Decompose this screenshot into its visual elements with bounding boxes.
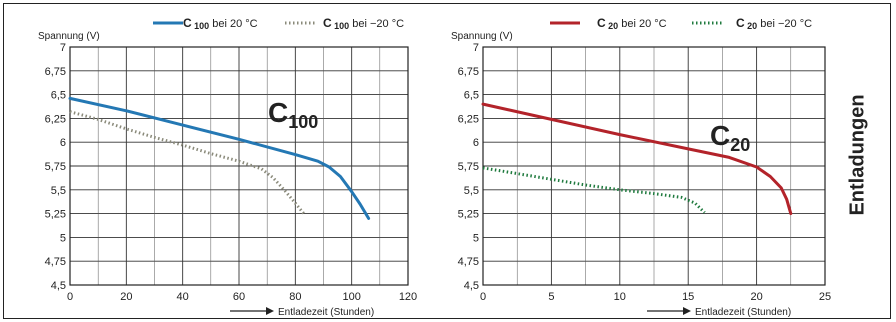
y-tick-label: 5,5: [464, 185, 479, 197]
x-tick-label: 25: [819, 291, 831, 303]
plot-area: [69, 46, 409, 286]
side-title-text: Entladungen: [846, 94, 868, 215]
y-tick-label: 5,25: [458, 209, 479, 221]
plot-area: [482, 46, 826, 286]
figure-frame: [3, 3, 891, 319]
x-tick-label: 40: [177, 291, 189, 303]
y-tick-label: 6,5: [51, 90, 66, 102]
x-tick-label: 20: [120, 291, 132, 303]
x-axis-label: Entladezeit (Stunden): [695, 307, 791, 318]
y-tick-label: 4,5: [464, 280, 479, 292]
x-tick-label: 0: [67, 291, 73, 303]
x-tick-label: 60: [233, 291, 245, 303]
y-tick-label: 5,75: [45, 161, 66, 173]
y-tick-label: 5,5: [51, 185, 66, 197]
series-line-1: [68, 96, 371, 220]
x-axis-arrow-head: [266, 307, 274, 315]
x-tick-label: 10: [614, 291, 626, 303]
y-tick-label: 6,75: [45, 66, 66, 78]
chart-title: C20: [710, 120, 750, 155]
x-tick-label: 0: [480, 291, 486, 303]
side-title: Entladungen: [846, 94, 868, 215]
y-axis-label: Spannung (V): [451, 31, 513, 42]
chart-c100: 4,5 4,75 5 5,25 5,5 5,75 6 6,25 6,5 6,75 7 0 20 40 60 8…: [38, 16, 417, 318]
legend-label-2: C 100 bei −20 °C: [323, 16, 404, 31]
x-tick-label: 100: [342, 291, 360, 303]
y-tick-label: 7: [60, 42, 66, 54]
y-tick-label: 6,75: [458, 66, 479, 78]
y-tick-label: 6: [60, 137, 66, 149]
y-axis-label: Spannung (V): [38, 31, 100, 42]
y-tick-label: 6: [473, 137, 479, 149]
x-axis-label: Entladezeit (Stunden): [278, 307, 374, 318]
x-tick-label: 20: [750, 291, 762, 303]
legend-label-1: C 100 bei 20 °C: [183, 16, 258, 31]
x-axis-arrow-head: [683, 307, 691, 315]
y-tick-label: 6,25: [458, 113, 479, 125]
x-tick-label: 80: [289, 291, 301, 303]
y-tick-label: 6,5: [464, 90, 479, 102]
y-tick-label: 7: [473, 42, 479, 54]
series-line-1: [481, 102, 793, 216]
x-tick-label: 120: [399, 291, 417, 303]
legend-label-2: C 20 bei −20 °C: [736, 16, 812, 31]
y-tick-label: 5: [473, 232, 479, 244]
y-tick-label: 6,25: [45, 113, 66, 125]
legend-label-1: C 20 bei 20 °C: [597, 16, 667, 31]
y-tick-label: 5,75: [458, 161, 479, 173]
y-tick-label: 4,75: [458, 256, 479, 268]
x-tick-label: 15: [682, 291, 694, 303]
y-tick-label: 5,25: [45, 209, 66, 221]
y-tick-label: 4,75: [45, 256, 66, 268]
chart-title: C100: [268, 97, 318, 132]
x-tick-label: 5: [548, 291, 554, 303]
y-tick-label: 4,5: [51, 280, 66, 292]
y-tick-label: 5: [60, 232, 66, 244]
chart-c20: 4,5 4,75 5 5,25 5,5 5,75 6 6,25 6,5 6,75 7 0 5 10 15 20…: [451, 16, 831, 318]
